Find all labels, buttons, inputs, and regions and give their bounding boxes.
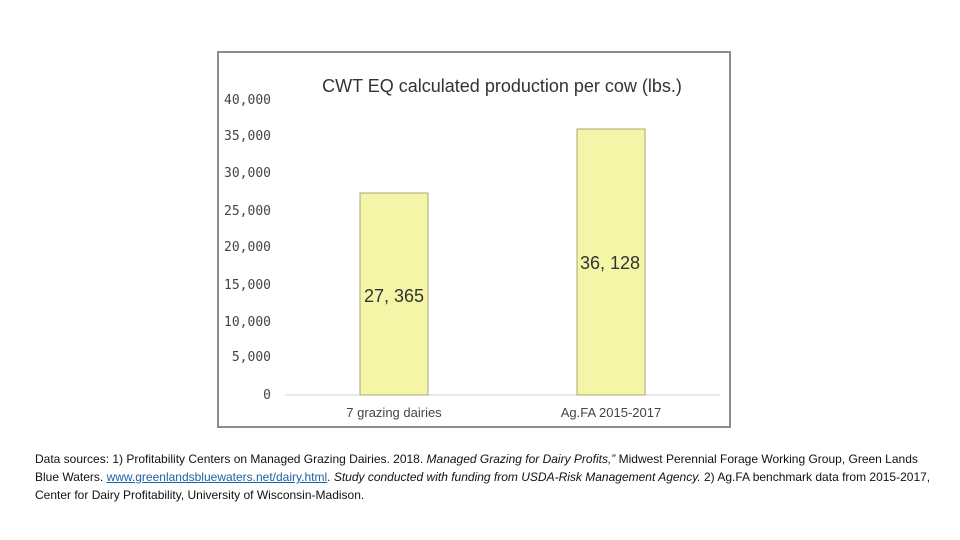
y-tick-label: 15,000 xyxy=(224,278,271,293)
bar xyxy=(576,128,646,396)
bar xyxy=(359,192,429,396)
sources-text-6: 2) Ag.FA benchmark data from 2015-2017, … xyxy=(35,470,931,502)
y-tick-label: 30,000 xyxy=(224,166,271,181)
sources-text-4: . xyxy=(327,470,334,484)
data-label: 36, 128 xyxy=(580,253,640,273)
chart-frame xyxy=(217,51,731,428)
y-tick-label: 10,000 xyxy=(224,315,271,330)
sources-link[interactable]: www.greenlandsbluewaters.net/dairy.html xyxy=(106,470,328,484)
sources-text-2: Managed Grazing for Dairy Profits,” xyxy=(426,452,616,466)
x-tick-label: 7 grazing dairies xyxy=(346,405,442,420)
x-tick-label: Ag.FA 2015-2017 xyxy=(561,405,661,420)
data-label: 27, 365 xyxy=(364,286,424,306)
y-tick-label: 0 xyxy=(263,388,271,403)
sources-text-3: Midwest Perennial Forage Working Group, … xyxy=(35,452,918,484)
y-tick-label: 25,000 xyxy=(224,204,271,219)
y-tick-label: 20,000 xyxy=(224,240,271,255)
y-tick-label: 35,000 xyxy=(224,129,271,144)
sources-text-1: Data sources: 1) Profitability Centers o… xyxy=(35,452,427,466)
sources-text-5: Study conducted with funding from USDA-R… xyxy=(333,470,701,484)
y-tick-label: 5,000 xyxy=(232,350,271,365)
y-tick-label: 40,000 xyxy=(224,93,271,108)
data-sources-note: Data sources: 1) Profitability Centers o… xyxy=(35,450,940,504)
chart-title: CWT EQ calculated production per cow (lb… xyxy=(322,76,682,96)
